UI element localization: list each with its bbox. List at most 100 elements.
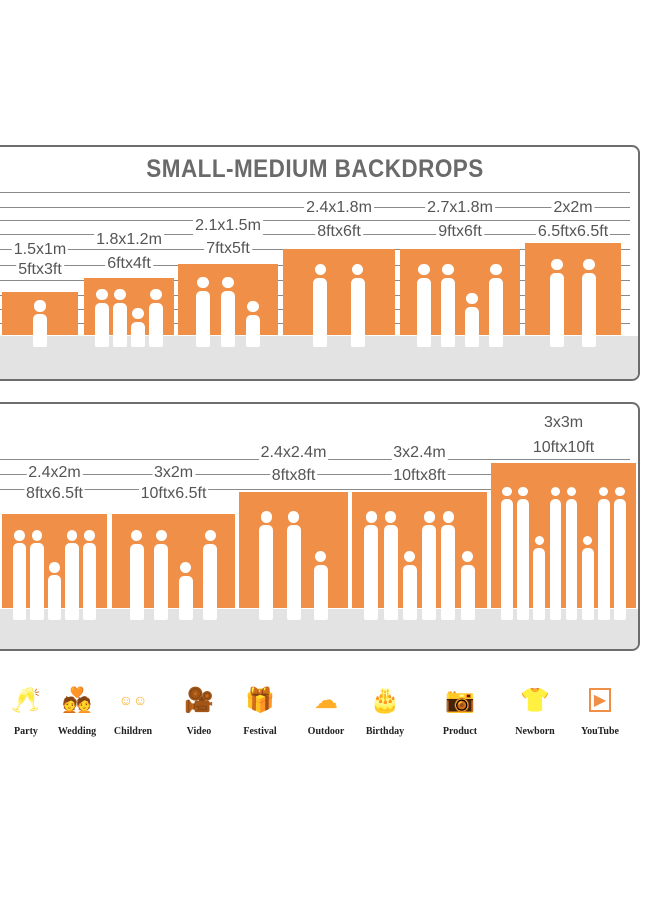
ruler-line bbox=[0, 192, 630, 193]
size-label-imperial: 6.5ftx6.5ft bbox=[535, 223, 611, 241]
person-silhouette-head bbox=[518, 486, 528, 497]
size-label-imperial: 8ftx8ft bbox=[269, 467, 318, 485]
size-label-metric: 2.1x1.5m bbox=[193, 217, 263, 235]
person-silhouette bbox=[383, 525, 398, 620]
use-case-label: Party bbox=[14, 726, 38, 737]
person-silhouette-head bbox=[247, 300, 259, 312]
use-case-label: Wedding bbox=[57, 726, 97, 737]
person-silhouette-head bbox=[66, 530, 78, 541]
person-silhouette bbox=[178, 576, 193, 620]
person-silhouette-head bbox=[314, 263, 326, 276]
person-silhouette-head bbox=[566, 486, 577, 497]
backdrop-size-bar bbox=[283, 249, 395, 335]
person-silhouette bbox=[95, 302, 109, 347]
person-silhouette-head bbox=[197, 276, 209, 288]
person-silhouette-head bbox=[599, 486, 609, 497]
person-silhouette bbox=[30, 543, 44, 620]
champagne-glasses-icon: 🥂 bbox=[11, 686, 41, 714]
children-faces-icon: ☺☺ bbox=[118, 692, 148, 708]
panel-title: SMALL-MEDIUM BACKDROPS bbox=[146, 155, 484, 183]
size-label-imperial: 6ftx4ft bbox=[105, 255, 153, 273]
person-silhouette-head bbox=[462, 550, 474, 563]
person-silhouette-head bbox=[150, 288, 162, 300]
ruler-line bbox=[0, 234, 630, 235]
person-silhouette bbox=[460, 564, 475, 620]
size-label-metric: 2x2m bbox=[551, 199, 595, 217]
person-silhouette bbox=[12, 543, 27, 620]
person-silhouette-head bbox=[287, 511, 300, 523]
person-silhouette-head bbox=[34, 300, 46, 312]
person-silhouette-head bbox=[582, 536, 593, 546]
size-label-imperial: 10ftx6.5ft bbox=[138, 485, 209, 503]
person-silhouette bbox=[402, 564, 417, 620]
person-silhouette-head bbox=[222, 276, 234, 288]
person-silhouette bbox=[82, 543, 97, 620]
person-silhouette-head bbox=[534, 536, 545, 546]
baby-onesie-icon: 👕 bbox=[520, 686, 550, 714]
play-button-icon: ▶ bbox=[580, 680, 620, 720]
person-silhouette bbox=[33, 314, 47, 347]
person-silhouette bbox=[221, 290, 235, 347]
person-silhouette bbox=[489, 277, 503, 347]
size-label-metric: 2.4x2.4m bbox=[258, 444, 329, 462]
person-silhouette bbox=[549, 498, 562, 620]
size-label-metric: 2.7x1.8m bbox=[425, 199, 495, 217]
birthday-cake-icon: 🎂 bbox=[370, 686, 400, 714]
size-label-metric: 3x2m bbox=[151, 464, 196, 482]
size-label-imperial: 8ftx6ft bbox=[315, 223, 363, 241]
person-silhouette bbox=[149, 302, 163, 347]
person-silhouette bbox=[196, 290, 210, 347]
use-case-label: Festival bbox=[243, 726, 277, 737]
use-case-label: Birthday bbox=[365, 726, 405, 737]
use-case-label: Product bbox=[442, 726, 478, 737]
size-label-imperial: 5ftx3ft bbox=[16, 261, 64, 279]
size-label-imperial: 10ftx8ft bbox=[391, 467, 448, 485]
person-silhouette-head bbox=[180, 562, 192, 574]
size-label-metric: 1.8x1.2m bbox=[94, 231, 164, 249]
camera-icon: 📷 bbox=[445, 686, 475, 714]
person-silhouette bbox=[517, 498, 530, 620]
person-silhouette bbox=[422, 525, 437, 620]
person-silhouette-head bbox=[315, 550, 327, 563]
person-silhouette bbox=[417, 277, 431, 347]
person-silhouette bbox=[565, 498, 578, 620]
person-silhouette bbox=[581, 547, 594, 620]
size-label-imperial: 10ftx10ft bbox=[530, 439, 597, 457]
person-silhouette-head bbox=[418, 263, 430, 276]
person-silhouette bbox=[441, 277, 455, 347]
size-label-metric: 2.4x2m bbox=[26, 464, 83, 482]
person-silhouette bbox=[113, 302, 127, 347]
person-silhouette-head bbox=[583, 258, 595, 270]
person-silhouette bbox=[364, 525, 379, 620]
use-case-label: YouTube bbox=[581, 726, 619, 737]
person-silhouette bbox=[246, 314, 260, 347]
small-medium-backdrops-panel: SMALL-MEDIUM BACKDROPS 1.5x1m 5ftx3ft 1.8x… bbox=[0, 145, 640, 381]
person-silhouette-head bbox=[550, 486, 561, 497]
size-label-imperial: 9ftx6ft bbox=[436, 223, 484, 241]
backdrop-size-bar bbox=[525, 243, 621, 335]
person-silhouette-head bbox=[14, 530, 25, 541]
size-label-metric: 1.5x1m bbox=[11, 241, 69, 259]
person-silhouette bbox=[286, 525, 301, 620]
movie-camera-icon: 🎥 bbox=[184, 686, 214, 714]
person-silhouette-head bbox=[260, 511, 272, 523]
person-silhouette bbox=[597, 498, 610, 620]
person-silhouette-head bbox=[615, 486, 625, 497]
person-silhouette bbox=[441, 525, 456, 620]
person-silhouette bbox=[313, 564, 328, 620]
person-silhouette-head bbox=[365, 511, 377, 523]
person-silhouette-head bbox=[204, 530, 216, 542]
person-silhouette bbox=[203, 544, 218, 620]
use-case-label: Video bbox=[186, 726, 212, 737]
person-silhouette-head bbox=[132, 307, 144, 320]
use-case-label: Outdoor bbox=[307, 726, 345, 737]
wedding-couple-icon: 💑 bbox=[62, 686, 92, 714]
person-silhouette-head bbox=[131, 530, 143, 542]
person-silhouette bbox=[465, 307, 479, 347]
size-label-imperial: 7ftx5ft bbox=[204, 240, 252, 258]
size-label-metric: 3x3m bbox=[541, 414, 586, 432]
person-silhouette bbox=[154, 544, 169, 620]
person-silhouette bbox=[582, 272, 596, 347]
person-silhouette-head bbox=[442, 511, 455, 523]
person-silhouette-head bbox=[502, 486, 512, 497]
